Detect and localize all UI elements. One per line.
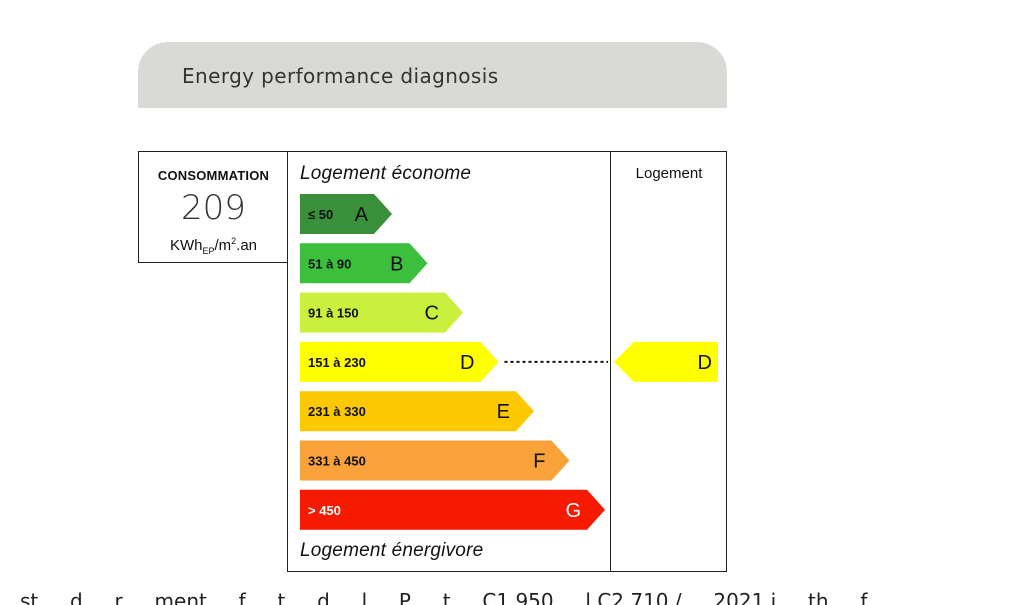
band-range-f: 331 à 450 <box>308 454 366 469</box>
band-shape-g <box>300 489 605 530</box>
band-shape-a <box>300 194 392 234</box>
unit-tail: .an <box>236 237 258 254</box>
band-letter-a: A <box>355 204 369 226</box>
band-shape-e <box>300 391 534 432</box>
footer-text: st ... d ... r ... ment ... f ... t ... … <box>20 589 868 605</box>
band-a: ≤ 50 A <box>300 194 392 234</box>
footer-text-line: st ... d ... r ... ment ... f ... t ... … <box>0 588 1024 605</box>
band-shape-b <box>300 243 428 284</box>
consumption-box: CONSOMMATION 209 KWhEP/m2.an <box>138 151 288 263</box>
band-letter-e: E <box>497 401 510 423</box>
band-c: 91 à 150 C <box>300 292 463 333</box>
consumption-unit: KWhEP/m2.an <box>139 236 288 256</box>
column-header-logement: Logement <box>635 165 703 182</box>
unit-sub: EP <box>202 246 215 256</box>
band-range-d: 151 à 230 <box>308 355 366 370</box>
band-range-b: 51 à 90 <box>308 256 351 271</box>
band-range-c: 91 à 150 <box>308 306 359 321</box>
band-shape-c <box>300 292 463 333</box>
label-economic: Logement économe <box>300 163 472 184</box>
band-letter-f: F <box>533 451 545 473</box>
band-b: 51 à 90 B <box>300 243 428 284</box>
label-energy-intensive: Logement énergivore <box>300 540 484 561</box>
page-title: Energy performance diagnosis <box>182 64 499 88</box>
energy-chart-box <box>287 151 727 572</box>
selected-marker <box>614 341 718 382</box>
band-range-a: ≤ 50 <box>308 207 333 222</box>
unit-main: KWh <box>169 237 203 254</box>
consumption-label: CONSOMMATION <box>157 168 270 183</box>
band-shape-d <box>300 341 499 382</box>
header-tab: Energy performance diagnosis <box>138 42 727 108</box>
band-letter-d: D <box>460 352 474 374</box>
band-range-e: 231 à 330 <box>308 404 366 419</box>
band-range-g: > 450 <box>308 503 341 518</box>
column-divider <box>610 151 611 572</box>
band-d: 151 à 230 D <box>300 341 499 382</box>
consumption-value: 209 <box>181 188 246 228</box>
selected-marker-letter: D <box>698 352 712 374</box>
band-g: > 450 G <box>300 489 605 530</box>
unit-sup: 2 <box>231 236 237 246</box>
band-shape-f <box>300 440 570 481</box>
band-e: 231 à 330 E <box>300 391 534 432</box>
band-letter-b: B <box>390 253 403 275</box>
band-letter-g: G <box>565 500 581 522</box>
unit-rest: /m <box>214 237 232 254</box>
band-f: 331 à 450 F <box>300 440 570 481</box>
band-letter-c: C <box>425 303 439 325</box>
